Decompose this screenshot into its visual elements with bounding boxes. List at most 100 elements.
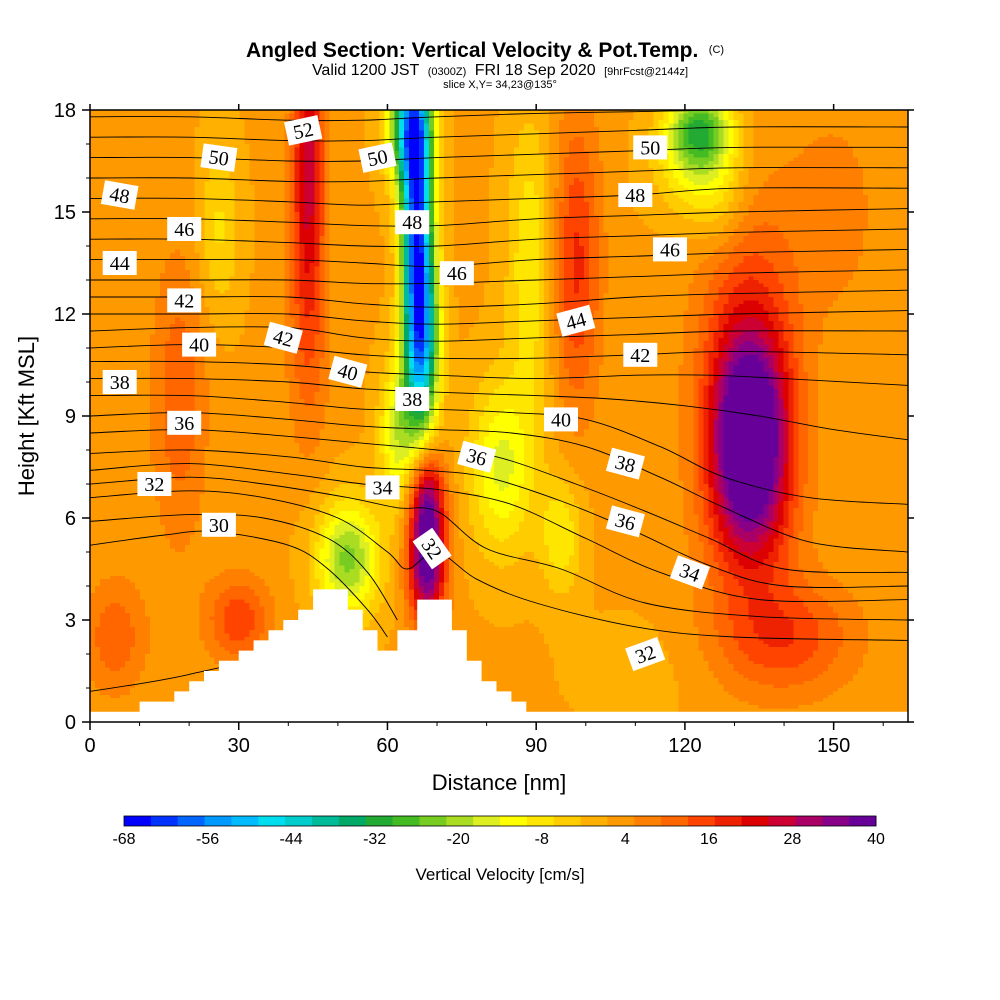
contour-label-box (182, 332, 217, 357)
contour-label-text: 34 (373, 477, 393, 499)
colorbar-tick-label: 4 (621, 831, 630, 848)
contour-label-36: 36 (605, 505, 645, 538)
colorbar-swatch (849, 816, 877, 826)
colorbar-swatch (446, 816, 474, 826)
svg-text:Angled Section: Vertical Veloc: Angled Section: Vertical Velocity & Pot.… (246, 39, 724, 62)
isentrope-52 (90, 126, 908, 142)
isentrope-44 (90, 289, 908, 308)
contour-label-38: 38 (395, 387, 430, 411)
colorbar-swatch (150, 816, 179, 826)
contour-label-42: 42 (263, 321, 303, 354)
x-axis-label: Distance [nm] (432, 770, 567, 795)
y-axis-label: Height [Kft MSL] (14, 336, 39, 496)
colorbar-tick-label: -8 (535, 831, 549, 848)
colorbar-tick-label: -44 (280, 831, 303, 848)
isentrope-40 (90, 360, 908, 386)
contour-label-box (633, 135, 668, 160)
contour-label-text: 50 (207, 146, 230, 171)
contour-labels: 52 50 50 50 48 48 48 46 46 46 44 44 42 42 42 40 40 40 38 38… (100, 115, 710, 672)
contour-label-46: 46 (167, 217, 202, 241)
contour-label-text: 46 (447, 263, 467, 285)
colorbar-swatch (204, 816, 232, 826)
contour-label-box (167, 288, 202, 313)
colorbar-swatch (285, 816, 313, 826)
colorbar-tick-label: -56 (196, 831, 219, 848)
colorbar-tick-label: 40 (867, 831, 885, 848)
valid-time: Valid 1200 JST (312, 62, 420, 79)
contour-label-40: 40 (544, 407, 578, 432)
contour-label-box (618, 183, 653, 207)
colorbar-swatch (795, 816, 823, 826)
contour-label-text: 40 (189, 335, 209, 357)
contour-label-32: 32 (137, 472, 172, 496)
contour-label-text: 42 (630, 345, 650, 367)
contour-label-text: 38 (402, 389, 422, 411)
contour-label-box (102, 370, 137, 394)
contour-label-box (412, 527, 452, 570)
contour-label-box (605, 505, 645, 538)
contour-label-text: 38 (110, 372, 130, 394)
contour-label-text: 44 (110, 253, 130, 275)
chart-title-mark: (C) (709, 44, 724, 56)
colorbar-label: Vertical Velocity [cm/s] (415, 865, 584, 884)
contour-label-text: 48 (625, 185, 645, 207)
x-tick-label: 30 (228, 735, 250, 757)
colorbar-swatch (419, 816, 447, 826)
isentrope-47 (90, 228, 908, 248)
contour-label-48: 48 (395, 210, 430, 235)
contour-label-52: 52 (284, 115, 323, 146)
contour-label-box (556, 304, 596, 337)
chart-title-block: Angled Section: Vertical Velocity & Pot.… (246, 39, 724, 91)
contour-label-44: 44 (102, 251, 137, 275)
contour-label-box (137, 472, 172, 496)
x-tick-label: 120 (668, 735, 701, 757)
contour-label-box (605, 447, 645, 480)
colorbar-swatch (607, 816, 635, 826)
contour-label-box (284, 115, 323, 146)
contour-label-40: 40 (182, 332, 217, 357)
valid-date: FRI 18 Sep 2020 (475, 62, 596, 79)
contour-label-box (167, 410, 202, 435)
contour-label-text: 50 (640, 137, 660, 159)
colorbar-swatch (500, 816, 528, 826)
contour-label-46: 46 (653, 237, 687, 262)
contour-label-50: 50 (633, 135, 668, 160)
contour-label-box (623, 342, 658, 367)
contour-label-34: 34 (365, 475, 400, 500)
colorbar-swatch (768, 816, 796, 826)
colorbar-swatch (822, 816, 850, 826)
contour-label-box (544, 407, 578, 432)
colorbar-swatch (124, 816, 152, 826)
colorbar-tick-label: -32 (363, 831, 386, 848)
colorbar-tick-label: 28 (784, 831, 802, 848)
contour-label-text: 46 (174, 219, 194, 241)
isentrope-39 (90, 377, 908, 441)
isentrope-31 (90, 513, 398, 621)
isentrope-30 (90, 530, 388, 638)
contour-label-box (457, 440, 497, 473)
x-tick-label: 150 (817, 735, 850, 757)
colorbar-swatch (714, 816, 743, 826)
contour-label-text: 50 (366, 146, 390, 172)
contour-label-text: 36 (174, 413, 194, 435)
terrain-profile (90, 589, 908, 722)
isentrope-48 (90, 208, 908, 227)
contour-label-box (201, 512, 236, 537)
colorbar-swatch (580, 816, 608, 826)
colorbar-swatch (231, 816, 259, 826)
forecast-info: [9hrFcst@2144z] (604, 66, 688, 78)
colorbar-swatch (741, 816, 769, 826)
y-tick-label: 9 (65, 406, 76, 428)
contour-label-box (358, 142, 397, 173)
contour-label-box (102, 251, 137, 275)
colorbar: -68 -56 -44 -32 -20 -8 4 16 28 40 (112, 815, 885, 848)
contour-label-48: 48 (100, 180, 139, 210)
y-tick-label: 12 (54, 304, 76, 326)
contour-label-50: 50 (200, 143, 238, 172)
contour-label-text: 30 (209, 515, 229, 537)
contour-label-30: 30 (201, 512, 236, 537)
colorbar-swatch (258, 816, 286, 826)
contour-label-46: 46 (439, 261, 474, 286)
colorbar-swatch (177, 816, 205, 826)
colorbar-frame (123, 815, 877, 827)
